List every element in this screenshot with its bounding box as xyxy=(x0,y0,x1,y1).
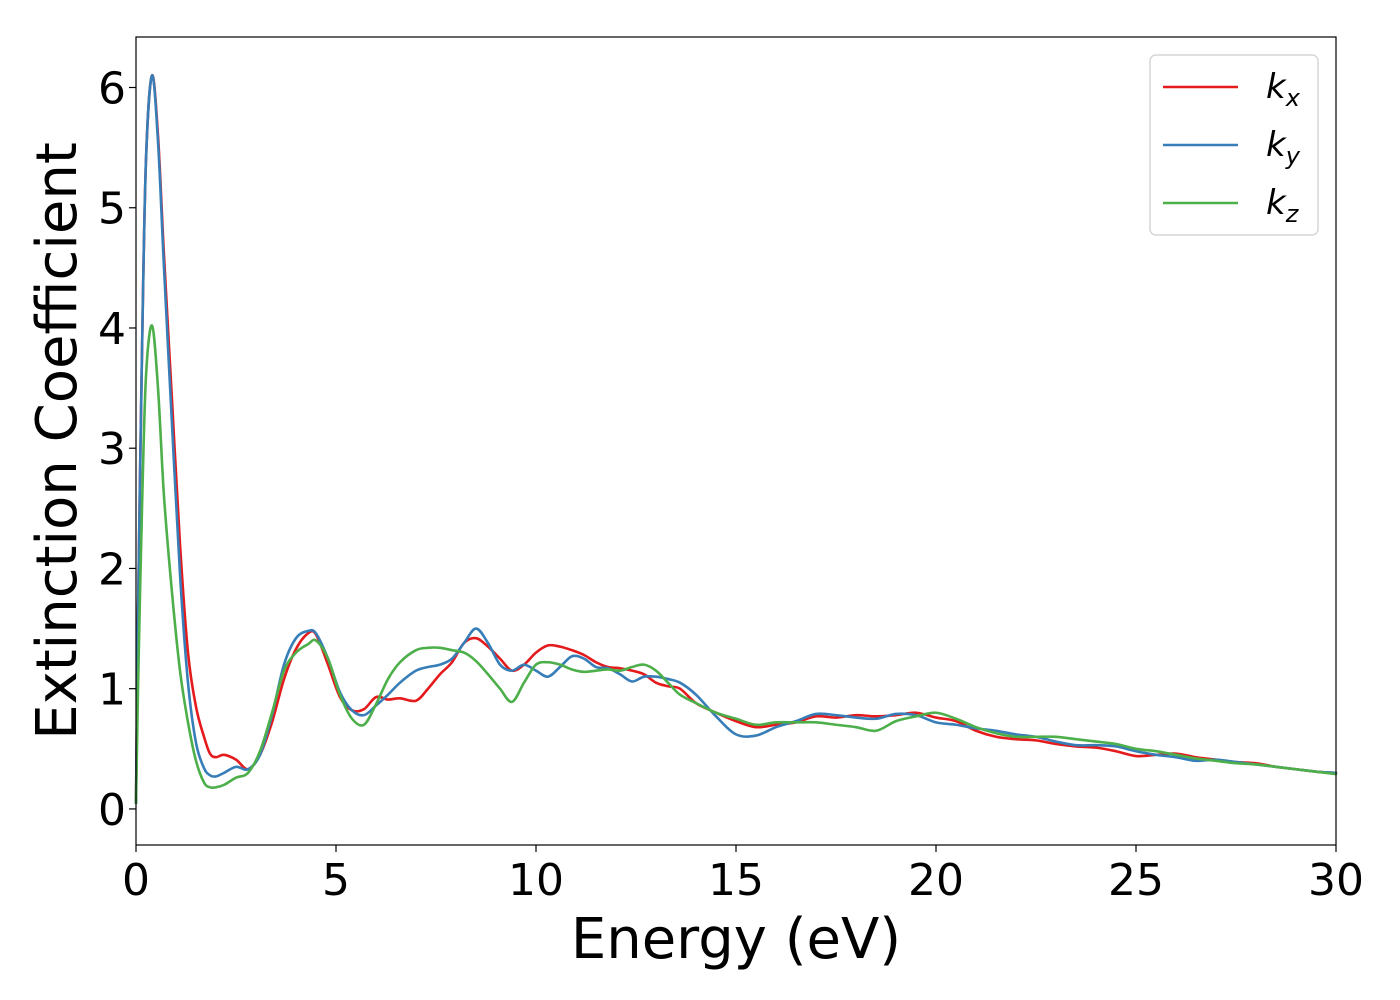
x-tick-label: 25 xyxy=(1108,855,1164,906)
x-tick-label: 0 xyxy=(122,855,150,906)
x-tick-label: 10 xyxy=(508,855,564,906)
y-tick-label: 5 xyxy=(98,184,126,235)
y-tick-label: 4 xyxy=(98,304,126,355)
x-axis-ticks: 0 5 10 15 20 25 30 xyxy=(122,845,1364,906)
y-tick-label: 0 xyxy=(98,785,126,836)
y-axis-ticks: 0 1 2 3 4 5 6 xyxy=(98,64,136,836)
legend-label-z: kz xyxy=(1266,183,1300,228)
y-tick-label: 2 xyxy=(98,544,126,595)
x-tick-label: 5 xyxy=(322,855,350,906)
legend: kx ky kz xyxy=(1149,54,1319,236)
y-tick-label: 6 xyxy=(98,64,126,115)
series-line-x xyxy=(134,74,1338,805)
x-tick-label: 30 xyxy=(1308,855,1364,906)
x-axis-label: Energy (eV) xyxy=(571,907,901,972)
y-tick-label: 1 xyxy=(98,665,126,716)
y-tick-label: 3 xyxy=(98,424,126,475)
x-tick-label: 15 xyxy=(708,855,764,906)
legend-label-x: kx xyxy=(1266,67,1301,112)
legend-items: kx ky kz xyxy=(1163,67,1301,228)
series-layer xyxy=(134,74,1338,805)
legend-label-y: ky xyxy=(1266,125,1301,170)
y-axis-label: Extinction Coefficient xyxy=(25,142,90,740)
series-line-z xyxy=(134,324,1338,805)
x-tick-label: 20 xyxy=(908,855,964,906)
